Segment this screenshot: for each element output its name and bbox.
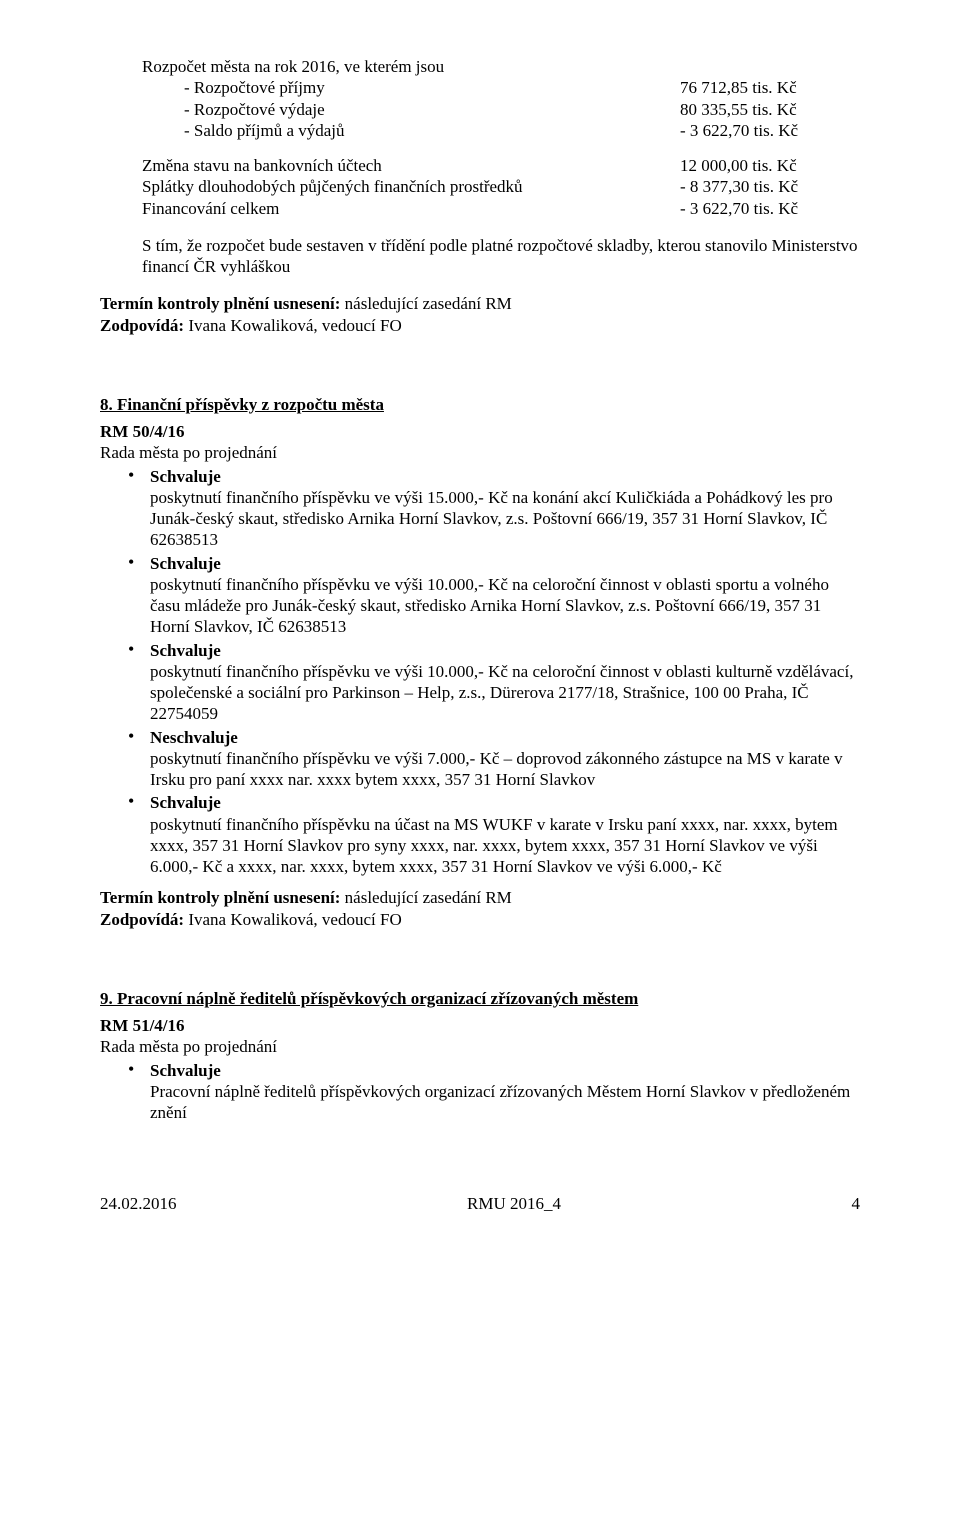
list-item: Neschvaluje poskytnutí finančního příspě… [128,727,860,791]
budget-row-label: - Rozpočtové výdaje [184,99,640,120]
list-item-text: poskytnutí finančního příspěvku ve výši … [150,662,853,724]
decision-label: Schvaluje [150,640,860,661]
after-discussion-label: Rada města po projednání [100,442,860,463]
budget-row-label: Změna stavu na bankovních účtech [142,155,640,176]
budget-title: Rozpočet města na rok 2016, ve kterém js… [142,56,860,77]
budget-row: Změna stavu na bankovních účtech 12 000,… [142,155,860,176]
budget-row-value: 12 000,00 tis. Kč [640,155,860,176]
budget-row-value: - 8 377,30 tis. Kč [640,176,860,197]
term-value: následující zasedání RM [340,888,511,907]
budget-row-value: - 3 622,70 tis. Kč [640,198,860,219]
budget-note: S tím, že rozpočet bude sestaven v třídě… [142,235,860,278]
responsible-value: Ivana Kowaliková, vedoucí FO [184,910,402,929]
page-footer: 24.02.2016 RMU 2016_4 4 [100,1193,860,1214]
budget-row: - Rozpočtové výdaje 80 335,55 tis. Kč [184,99,860,120]
term-block: Termín kontroly plnění usnesení: následu… [100,293,860,336]
budget-row-value: - 3 622,70 tis. Kč [640,120,860,141]
rm-code-8: RM 50/4/16 [100,421,860,442]
section-8-title: 8. Finanční příspěvky z rozpočtu města [100,394,860,415]
list-item: Schvaluje poskytnutí finančního příspěvk… [128,792,860,877]
footer-page-number: 4 [851,1193,860,1214]
decision-label: Neschvaluje [150,727,860,748]
budget-row: Financování celkem - 3 622,70 tis. Kč [142,198,860,219]
term-value: následující zasedání RM [340,294,511,313]
section-9-title: 9. Pracovní náplně ředitelů příspěvkovýc… [100,988,860,1009]
decision-label: Schvaluje [150,1060,860,1081]
section-9-list: Schvaluje Pracovní náplně ředitelů přísp… [100,1060,860,1124]
list-item-text: poskytnutí finančního příspěvku ve výši … [150,575,829,637]
list-item-text: poskytnutí finančního příspěvku ve výši … [150,749,843,789]
list-item: Schvaluje poskytnutí finančního příspěvk… [128,466,860,551]
list-item: Schvaluje Pracovní náplně ředitelů přísp… [128,1060,860,1124]
rm-code-9: RM 51/4/16 [100,1015,860,1036]
budget-row-value: 76 712,85 tis. Kč [640,77,860,98]
term-label: Termín kontroly plnění usnesení: [100,294,340,313]
list-item: Schvaluje poskytnutí finančního příspěvk… [128,640,860,725]
decision-label: Schvaluje [150,466,860,487]
term-label: Termín kontroly plnění usnesení: [100,888,340,907]
decision-label: Schvaluje [150,792,860,813]
list-item: Schvaluje poskytnutí finančního příspěvk… [128,553,860,638]
budget-row-label: - Rozpočtové příjmy [184,77,640,98]
responsible-label: Zodpovídá: [100,910,184,929]
budget-row-value: 80 335,55 tis. Kč [640,99,860,120]
list-item-text: poskytnutí finančního příspěvku ve výši … [150,488,833,550]
responsible-label: Zodpovídá: [100,316,184,335]
budget-row: Splátky dlouhodobých půjčených finančníc… [142,176,860,197]
responsible-value: Ivana Kowaliková, vedoucí FO [184,316,402,335]
decision-label: Schvaluje [150,553,860,574]
footer-doc-id: RMU 2016_4 [467,1193,561,1214]
section-8-list: Schvaluje poskytnutí finančního příspěvk… [100,466,860,878]
footer-date: 24.02.2016 [100,1193,177,1214]
budget-row: - Saldo příjmů a výdajů - 3 622,70 tis. … [184,120,860,141]
term-block: Termín kontroly plnění usnesení: následu… [100,887,860,930]
budget-row-label: - Saldo příjmů a výdajů [184,120,640,141]
list-item-text: Pracovní náplně ředitelů příspěvkových o… [150,1082,850,1122]
after-discussion-label: Rada města po projednání [100,1036,860,1057]
budget-block: Rozpočet města na rok 2016, ve kterém js… [142,56,860,277]
budget-row-label: Splátky dlouhodobých půjčených finančníc… [142,176,640,197]
budget-row: - Rozpočtové příjmy 76 712,85 tis. Kč [184,77,860,98]
list-item-text: poskytnutí finančního příspěvku na účast… [150,815,838,877]
budget-row-label: Financování celkem [142,198,640,219]
